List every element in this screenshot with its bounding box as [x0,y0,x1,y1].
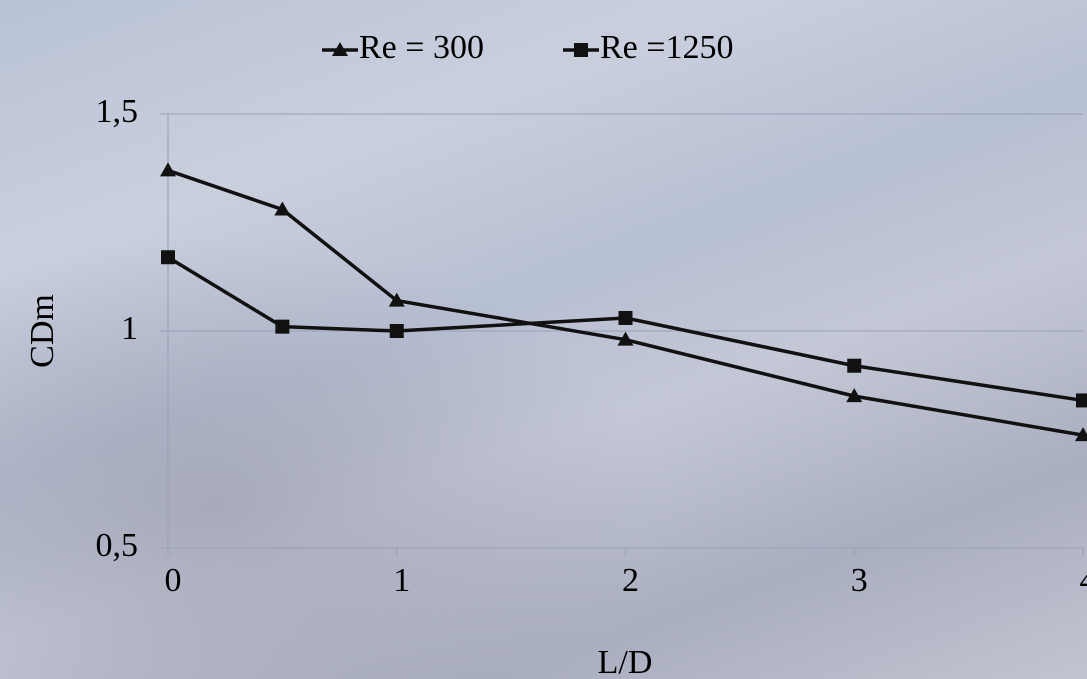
background [0,0,1087,679]
x-axis-title: L/D [598,644,653,679]
x-tick-label: 3 [851,562,868,599]
x-tick-label: 0 [165,562,182,599]
legend-label: Re = 300 [359,29,484,66]
page: CDm L/D 0,511,501234Re = 300Re =1250 (()… [0,0,1087,679]
y-tick-label: 0,5 [96,527,139,564]
y-tick-label: 1,5 [96,93,139,130]
square-marker [574,43,588,57]
square-marker [619,311,633,325]
square-marker [390,324,404,338]
square-marker [161,250,175,264]
chart: CDm L/D 0,5 1 1,5 0 1 2 3 4 Re = 300 Re =1250 [0,0,1087,679]
square-marker [847,359,861,373]
square-marker [275,320,289,334]
x-tick-label: 1 [393,562,410,599]
y-tick-label: 1 [121,310,138,347]
y-axis-title: CDm [24,294,61,368]
square-marker [1076,393,1087,407]
legend-label: Re =1250 [600,29,733,66]
x-tick-label: 2 [622,562,639,599]
x-tick-label: 4 [1080,562,1087,599]
